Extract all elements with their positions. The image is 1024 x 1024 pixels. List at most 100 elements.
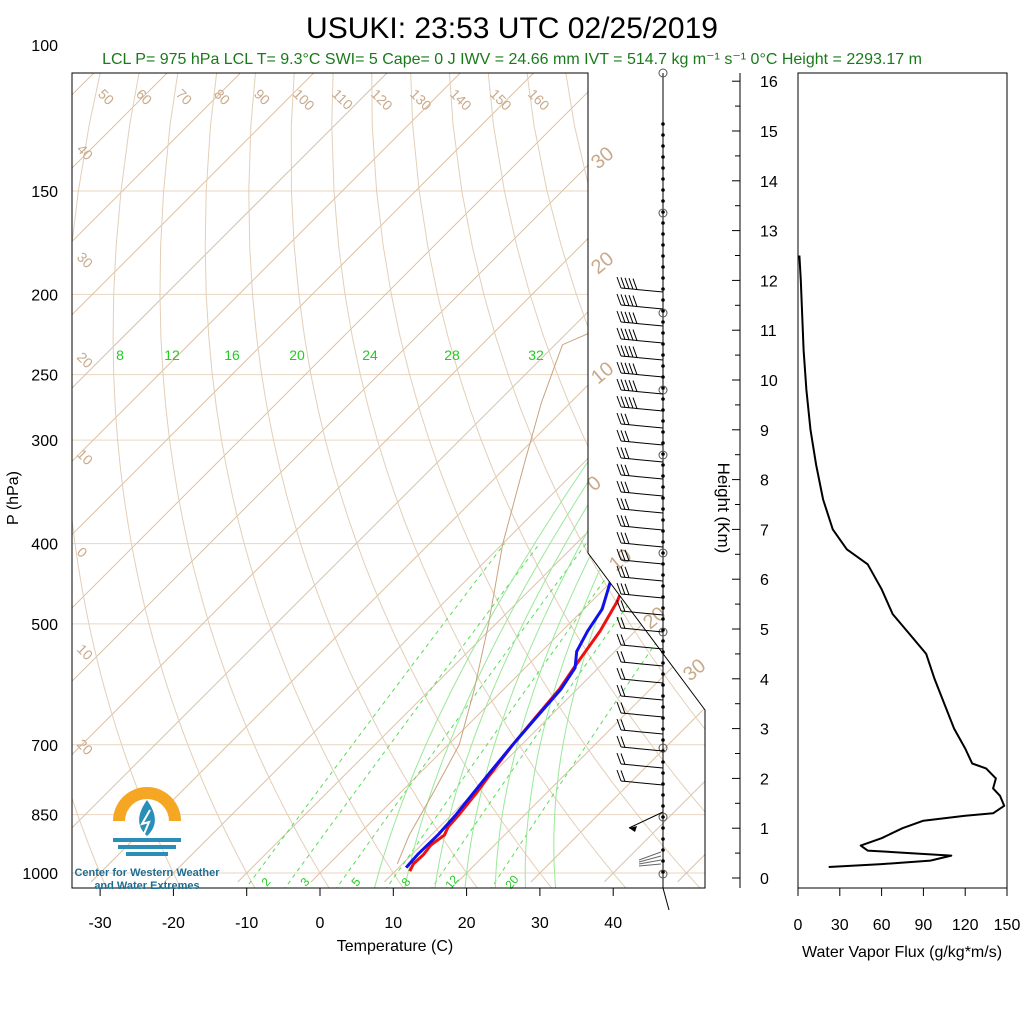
flux-frame	[797, 72, 1008, 889]
dry-adiabat	[789, 45, 1024, 890]
flux-x-tick-label: 30	[831, 917, 849, 934]
height-tick-label: 14	[760, 174, 778, 191]
wind-level-dot	[661, 320, 665, 324]
wind-level-dot	[661, 386, 665, 390]
wind-level-dot	[661, 298, 665, 302]
y-tick-label: 300	[31, 433, 58, 450]
wind-level-dot	[661, 837, 665, 841]
wind-level-dot	[661, 133, 665, 137]
wind-barb-flag	[620, 464, 626, 476]
wind-barb-flag	[620, 481, 626, 493]
wind-barb-flag	[616, 514, 622, 527]
height-tick-label: 9	[760, 423, 769, 440]
wind-barb-shaft	[620, 406, 664, 412]
height-tick-label: 0	[760, 871, 769, 888]
y-tick-label: 1000	[22, 866, 58, 883]
wind-barb-flag	[616, 497, 622, 510]
skew-label-left: 30	[74, 249, 96, 271]
isotherm-line	[164, 73, 705, 883]
wind-barb-flag	[620, 719, 626, 731]
wind-barb-flag	[616, 344, 622, 357]
wind-barb-flag	[616, 667, 622, 680]
wind-level-dot	[661, 683, 665, 687]
moist-adiabat	[373, 294, 705, 888]
wind-barb-flag	[628, 380, 634, 392]
wind-barb-flag	[616, 480, 622, 493]
height-tick-label: 10	[760, 373, 778, 390]
isotherm-line	[603, 73, 705, 883]
wind-barb-shaft	[620, 593, 664, 599]
wind-barb-flag	[616, 684, 622, 697]
wind-level-dot	[661, 639, 665, 643]
wind-calm-circle	[658, 68, 668, 78]
wind-level-dot	[661, 815, 665, 819]
wind-level-dot	[661, 243, 665, 247]
wind-barb-flag	[620, 532, 626, 544]
isotherm-line	[530, 73, 705, 883]
x-tick-label: 30	[531, 915, 549, 932]
y-tick-label: 250	[31, 368, 58, 385]
wind-level-dot	[661, 155, 665, 159]
wind-barb-flag	[624, 515, 630, 527]
wind-barb-pennant	[629, 826, 637, 832]
wind-barb-flag	[620, 328, 626, 340]
wind-barb-flag	[616, 701, 622, 714]
wind-barb-flag	[624, 566, 630, 578]
x-tick-label: 10	[384, 915, 402, 932]
dry-adiabat	[751, 45, 1024, 890]
skew-label-top: 70	[173, 86, 195, 108]
height-tick-label: 7	[760, 522, 769, 539]
wind-barb-flag	[620, 379, 626, 391]
wind-barb-flag	[628, 312, 634, 324]
wind-barb-flag	[620, 294, 626, 306]
wind-barb-flag	[616, 633, 622, 646]
dry-adiabat	[290, 73, 554, 888]
wind-barb-flag	[628, 363, 634, 375]
wind-barb-flag	[616, 412, 622, 425]
wind-barb-flag	[632, 397, 638, 409]
wind-barb-flag	[624, 396, 630, 408]
dry-adiabat	[371, 73, 703, 888]
wind-barb-shaft	[620, 576, 664, 582]
wind-barb-flag	[632, 346, 638, 358]
wind-barb-shaft	[628, 811, 664, 829]
wind-barb-shaft	[620, 661, 664, 667]
mixing-ratio-label: 3	[297, 875, 312, 889]
wind-calm-circle	[658, 812, 668, 822]
wind-barb-flag	[628, 397, 634, 409]
height-tick-label: 1	[760, 821, 769, 838]
wind-level-dot	[661, 496, 665, 500]
x-tick-label: 20	[458, 915, 476, 932]
cw3e-logo: Center for Western Weather and Water Ext…	[74, 787, 220, 892]
wind-barb-flag	[620, 362, 626, 374]
wind-barb-flag	[624, 311, 630, 323]
dry-adiabat	[204, 73, 406, 888]
dry-adiabat	[72, 73, 109, 888]
flux-x-tick-label: 90	[915, 917, 933, 934]
y-tick-label: 850	[31, 808, 58, 825]
wind-level-dot	[661, 309, 665, 313]
mixing-ratio-line	[282, 543, 541, 888]
wind-barb-flag	[620, 413, 626, 425]
wind-barb-flag	[616, 616, 622, 629]
wind-barb-flag	[624, 583, 630, 595]
wind-barb-flag	[616, 378, 622, 391]
wind-level-dot	[661, 221, 665, 225]
wind-barb-flag	[616, 327, 622, 340]
wind-barb-flag	[620, 549, 626, 561]
wind-barb-flag	[628, 329, 634, 341]
wind-barb-shaft	[620, 491, 664, 497]
flux-x-axis-label: Water Vapor Flux (g/kg*m/s)	[802, 944, 1002, 961]
wind-barb-flag	[624, 379, 630, 391]
wind-barb-shaft	[620, 746, 664, 752]
isotherm-line	[72, 73, 122, 883]
wind-barb-flag	[624, 447, 630, 459]
skewt-frame	[71, 72, 706, 889]
wind-barb-light	[638, 855, 662, 863]
skew-label-right: 20	[587, 248, 618, 279]
logo-text-line1: Center for Western Weather	[74, 867, 220, 879]
isotherm-line	[72, 73, 705, 883]
wind-barb-shaft	[620, 321, 664, 327]
flux-x-tick-label: 0	[794, 917, 803, 934]
